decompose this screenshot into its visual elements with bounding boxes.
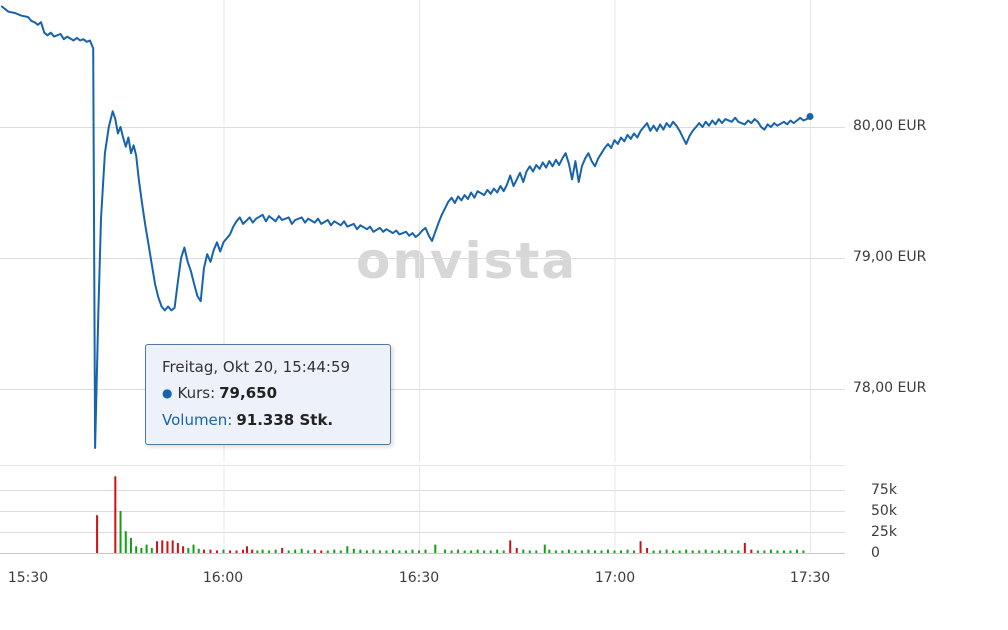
price-axis-label-78: 78,00 EUR xyxy=(853,380,927,396)
tooltip-volumen-row: Volumen: 91.338 Stk. xyxy=(162,407,374,433)
time-axis-label-1530: 15:30 xyxy=(7,570,49,586)
onvista-watermark: onvista xyxy=(356,232,578,290)
series-bullet-icon: ● xyxy=(162,386,173,401)
chart-tooltip: Freitag, Okt 20, 15:44:59 ● Kurs: 79,650 V… xyxy=(145,344,391,445)
volume-axis-label-25k: 25k xyxy=(871,524,897,540)
price-chart-pane[interactable] xyxy=(0,0,1008,462)
tooltip-kurs-label: Kurs: xyxy=(177,384,216,403)
tooltip-volumen-value: 91.338 Stk. xyxy=(236,410,334,429)
volume-axis-label-50k: 50k xyxy=(871,503,897,519)
volume-axis-label-0: 0 xyxy=(871,545,880,561)
volume-axis-label-75k: 75k xyxy=(871,482,897,498)
volume-chart-pane[interactable] xyxy=(0,465,1008,565)
tooltip-kurs-row: ● Kurs: 79,650 xyxy=(162,380,374,406)
time-axis-label-1600: 16:00 xyxy=(202,570,244,586)
price-axis-label-80: 80,00 EUR xyxy=(853,118,927,134)
time-axis-label-1730: 17:30 xyxy=(789,570,831,586)
price-axis-label-79: 79,00 EUR xyxy=(853,249,927,265)
tooltip-timestamp: Freitag, Okt 20, 15:44:59 xyxy=(162,358,351,376)
tooltip-kurs-value: 79,650 xyxy=(219,384,278,403)
time-axis-label-1700: 17:00 xyxy=(594,570,636,586)
time-axis-label-1630: 16:30 xyxy=(398,570,440,586)
tooltip-volumen-label: Volumen: xyxy=(162,410,233,429)
